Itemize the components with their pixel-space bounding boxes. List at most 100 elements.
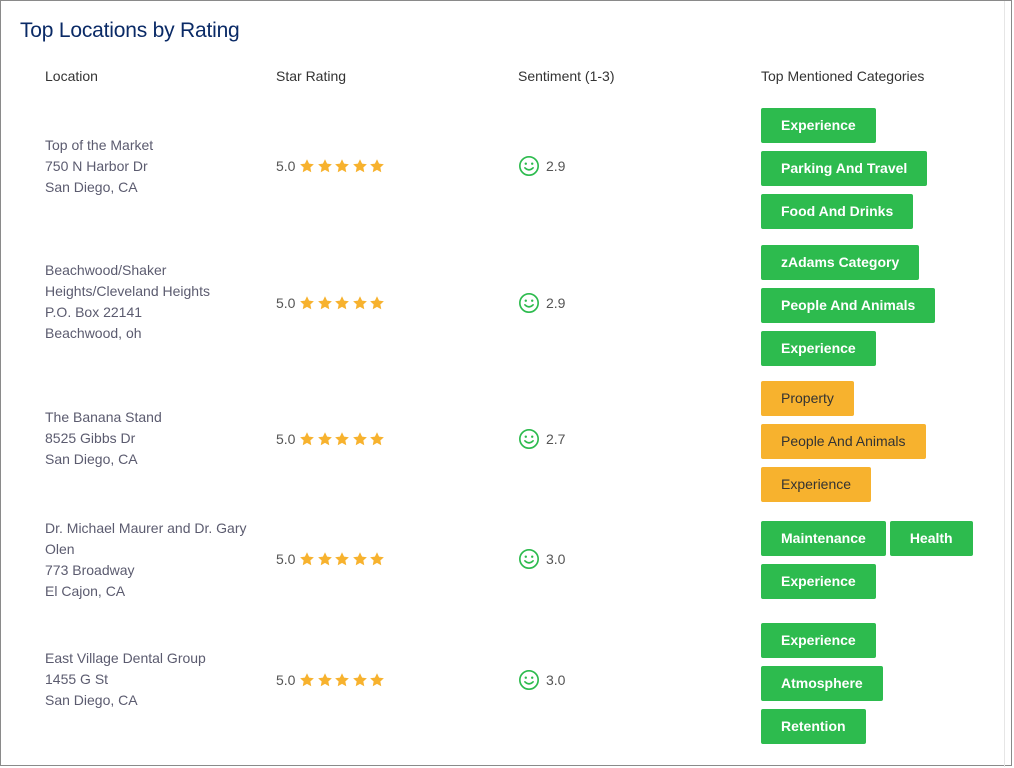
location-address: 8525 Gibbs Dr [45, 430, 136, 446]
location-name: Dr. Michael Maurer and Dr. Gary Olen [45, 520, 247, 557]
star-icon [370, 552, 385, 566]
star-icon [300, 296, 315, 310]
rating-value: 5.0 [276, 431, 296, 447]
star-icon [335, 159, 350, 173]
category-tag[interactable]: Health [889, 521, 973, 556]
category-tag[interactable]: Food And Drinks [761, 194, 914, 229]
star-icon [300, 673, 315, 687]
star-icon [353, 552, 367, 566]
category-tags: Experience Atmosphere Retention [761, 623, 991, 744]
category-tag[interactable]: Experience [761, 467, 872, 502]
scroll-edge [1004, 1, 1005, 767]
column-header-star-rating: Star Rating [276, 68, 347, 84]
category-tag[interactable]: zAdams Category [761, 245, 920, 280]
star-rating-cell: 5.0 [276, 156, 387, 176]
star-icon [370, 159, 385, 173]
sentiment-value: 3.0 [546, 672, 566, 688]
location-name: East Village Dental Group [45, 650, 206, 666]
location-cell: Beachwood/Shaker Heights/Cleveland Heigh… [45, 260, 220, 344]
star-icon [300, 159, 315, 173]
location-name: Beachwood/Shaker Heights/Cleveland Heigh… [45, 262, 210, 299]
smiley-face-icon [519, 429, 539, 449]
sentiment-cell: 3.0 [518, 547, 565, 571]
location-cell: Dr. Michael Maurer and Dr. Gary Olen 773… [45, 518, 250, 602]
star-icon [318, 552, 332, 566]
sentiment-cell: 2.9 [518, 154, 565, 178]
location-city: San Diego, CA [45, 179, 138, 195]
column-header-sentiment: Sentiment (1-3) [518, 68, 615, 84]
star-rating-cell: 5.0 [276, 429, 387, 449]
category-tag[interactable]: Parking And Travel [761, 151, 928, 186]
category-tag[interactable]: People And Animals [761, 424, 926, 459]
star-rating-cell: 5.0 [276, 549, 387, 569]
rating-value: 5.0 [276, 295, 296, 311]
location-name: The Banana Stand [45, 409, 162, 425]
star-icon [370, 432, 385, 446]
smiley-face-icon [519, 670, 539, 690]
location-cell: East Village Dental Group 1455 G St San … [45, 648, 260, 711]
location-address: 773 Broadway [45, 562, 135, 578]
star-icon [353, 432, 367, 446]
category-tags: Property People And Animals Experience [761, 381, 991, 502]
category-tag[interactable]: Experience [761, 564, 876, 599]
sentiment-value: 2.7 [546, 431, 566, 447]
category-tag[interactable]: Property [761, 381, 854, 416]
star-icon [335, 432, 350, 446]
sentiment-value: 3.0 [546, 551, 566, 567]
star-icons [299, 158, 387, 174]
rating-value: 5.0 [276, 158, 296, 174]
sentiment-value: 2.9 [546, 158, 566, 174]
star-rating-cell: 5.0 [276, 293, 387, 313]
star-icon [318, 296, 332, 310]
category-tags: Maintenance Health Experience [761, 521, 991, 599]
star-icon [353, 296, 367, 310]
rating-value: 5.0 [276, 551, 296, 567]
category-tag[interactable]: Atmosphere [761, 666, 883, 701]
column-header-location: Location [45, 68, 98, 84]
sentiment-cell: 2.7 [518, 427, 565, 451]
category-tag[interactable]: Retention [761, 709, 866, 744]
location-city: San Diego, CA [45, 451, 138, 467]
star-rating-cell: 5.0 [276, 670, 387, 690]
star-icon [335, 296, 350, 310]
category-tags: zAdams Category People And Animals Exper… [761, 245, 991, 366]
location-address: 750 N Harbor Dr [45, 158, 148, 174]
smiley-face-icon [519, 549, 539, 569]
category-tag[interactable]: Experience [761, 331, 876, 366]
star-icon [353, 673, 367, 687]
category-tag[interactable]: Experience [761, 108, 876, 143]
location-cell: Top of the Market 750 N Harbor Dr San Di… [45, 135, 260, 198]
category-tags: Experience Parking And Travel Food And D… [761, 108, 991, 229]
star-icon [370, 673, 385, 687]
smiley-face-icon [519, 156, 539, 176]
star-icon [318, 159, 332, 173]
star-icon [335, 552, 350, 566]
star-icon [335, 673, 350, 687]
star-icon [318, 432, 332, 446]
category-tag[interactable]: People And Animals [761, 288, 936, 323]
star-icon [353, 159, 367, 173]
star-icons [299, 431, 387, 447]
location-address: P.O. Box 22141 [45, 304, 143, 320]
star-icons [299, 295, 387, 311]
star-icon [300, 432, 315, 446]
category-tag[interactable]: Experience [761, 623, 876, 658]
widget-title: Top Locations by Rating [20, 19, 240, 42]
smiley-face-icon [519, 293, 539, 313]
column-header-categories: Top Mentioned Categories [761, 68, 925, 84]
sentiment-cell: 2.9 [518, 291, 565, 315]
category-tag[interactable]: Maintenance [761, 521, 886, 556]
star-icon [370, 296, 385, 310]
location-address: 1455 G St [45, 671, 109, 687]
star-icons [299, 672, 387, 688]
sentiment-value: 2.9 [546, 295, 566, 311]
rating-value: 5.0 [276, 672, 296, 688]
location-city: San Diego, CA [45, 692, 138, 708]
star-icon [318, 673, 332, 687]
sentiment-cell: 3.0 [518, 668, 565, 692]
location-name: Top of the Market [45, 137, 154, 153]
star-icons [299, 551, 387, 567]
location-city: El Cajon, CA [45, 583, 126, 599]
location-city: Beachwood, oh [45, 325, 142, 341]
